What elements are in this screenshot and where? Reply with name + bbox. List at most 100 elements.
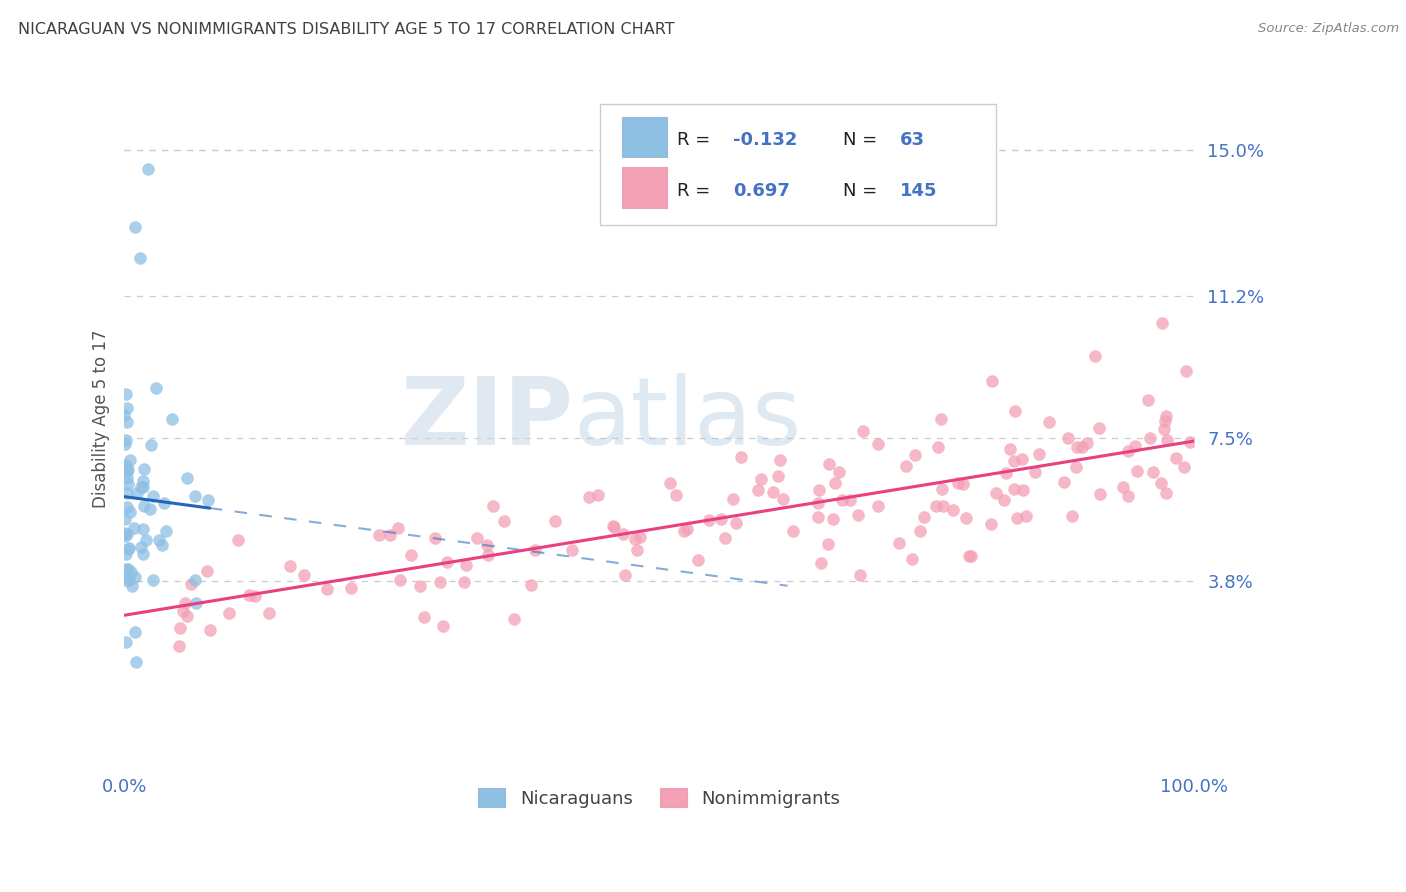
Point xyxy=(1088,487,1111,501)
Point xyxy=(1066,440,1088,454)
Point xyxy=(1057,431,1080,445)
Point xyxy=(339,582,361,596)
Point xyxy=(124,656,146,670)
Point xyxy=(1150,316,1173,330)
Point xyxy=(1164,451,1187,466)
Point xyxy=(1118,444,1140,458)
Point xyxy=(1154,414,1177,428)
Point xyxy=(118,573,141,587)
Point xyxy=(959,549,981,563)
Point xyxy=(114,458,136,472)
Point xyxy=(112,409,135,423)
Point xyxy=(901,552,924,566)
Point xyxy=(218,607,240,621)
Point xyxy=(955,511,977,525)
Point xyxy=(817,536,839,550)
Point xyxy=(132,547,155,561)
Point xyxy=(278,559,301,574)
Point xyxy=(1071,440,1094,454)
Point xyxy=(115,471,138,485)
Point xyxy=(1153,422,1175,436)
Point xyxy=(195,565,218,579)
Point xyxy=(198,624,221,638)
Point xyxy=(183,574,205,588)
Point xyxy=(927,440,949,454)
Point xyxy=(176,471,198,485)
Point xyxy=(1064,460,1087,475)
Point xyxy=(388,574,411,588)
Point xyxy=(135,533,157,547)
Point xyxy=(124,219,146,234)
Point xyxy=(714,532,737,546)
Point xyxy=(114,526,136,541)
Point xyxy=(315,582,337,597)
Point xyxy=(162,412,184,426)
Point xyxy=(848,508,870,523)
Point xyxy=(148,533,170,548)
Point xyxy=(772,491,794,506)
Point xyxy=(475,538,498,552)
Point xyxy=(114,635,136,649)
Point xyxy=(184,490,207,504)
Point xyxy=(823,512,845,526)
Point xyxy=(818,458,841,472)
Point xyxy=(117,415,139,429)
Point xyxy=(942,503,965,517)
Text: 0.697: 0.697 xyxy=(733,182,790,200)
Point xyxy=(492,514,515,528)
Point xyxy=(699,513,721,527)
Point xyxy=(852,424,875,438)
Point xyxy=(1139,431,1161,445)
Point xyxy=(387,521,409,535)
Point xyxy=(523,543,546,558)
Point xyxy=(132,499,155,513)
Point xyxy=(413,610,436,624)
Point xyxy=(115,526,138,541)
Point xyxy=(838,492,860,507)
Point xyxy=(114,511,136,525)
Point xyxy=(184,596,207,610)
Point xyxy=(904,448,927,462)
Point xyxy=(169,621,191,635)
Point xyxy=(1125,464,1147,478)
Point xyxy=(586,488,609,502)
Point xyxy=(602,518,624,533)
Point xyxy=(134,462,156,476)
Point xyxy=(432,619,454,633)
Point xyxy=(828,465,851,479)
FancyBboxPatch shape xyxy=(621,167,666,208)
Text: atlas: atlas xyxy=(574,373,801,465)
Point xyxy=(887,536,910,550)
Point xyxy=(477,549,499,563)
Point xyxy=(747,483,769,497)
Text: ZIP: ZIP xyxy=(401,373,574,465)
Point xyxy=(226,533,249,547)
Point xyxy=(959,549,981,563)
Point xyxy=(1053,475,1076,489)
Point xyxy=(807,509,830,524)
Point xyxy=(766,469,789,483)
Point xyxy=(710,511,733,525)
Point xyxy=(721,491,744,506)
Point xyxy=(931,500,953,514)
Point xyxy=(465,531,488,545)
Point xyxy=(769,453,792,467)
Point xyxy=(1123,439,1146,453)
Point xyxy=(908,524,931,538)
Point xyxy=(243,589,266,603)
Point xyxy=(1111,480,1133,494)
Point xyxy=(993,493,1015,508)
Point xyxy=(925,499,948,513)
Point xyxy=(658,475,681,490)
Point xyxy=(1154,409,1177,424)
Point xyxy=(868,500,890,514)
Point xyxy=(929,412,952,426)
Point xyxy=(114,460,136,475)
Point xyxy=(672,524,695,538)
Text: R =: R = xyxy=(678,131,717,149)
Point xyxy=(1116,489,1139,503)
Point xyxy=(751,472,773,486)
Point xyxy=(1156,434,1178,448)
Point xyxy=(117,477,139,491)
Point xyxy=(115,433,138,447)
